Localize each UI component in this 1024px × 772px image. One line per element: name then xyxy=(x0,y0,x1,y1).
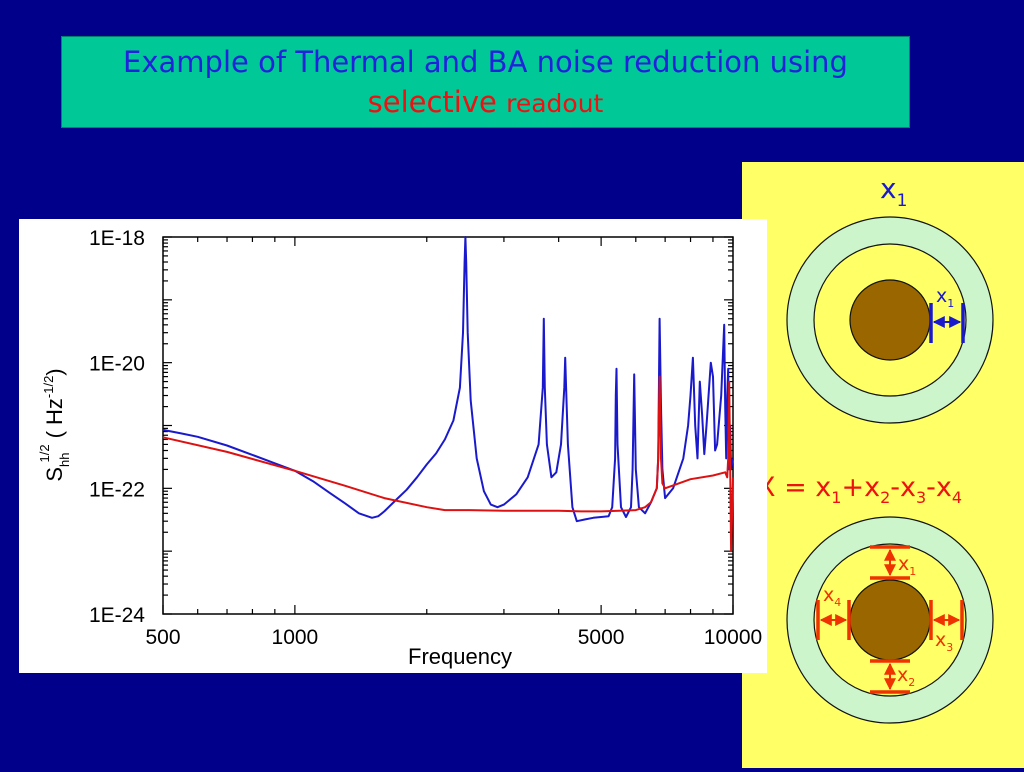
x-axis-label: Frequency xyxy=(408,644,512,669)
top-inner-label-x1: x1 xyxy=(936,285,954,310)
formula-text: X = x1+x2-x3-x4 xyxy=(757,472,962,507)
bottom-mass xyxy=(849,579,931,661)
y-tick-label: 1E-18 xyxy=(89,227,145,250)
noise-spectrum-chart: 500 1000 5000 10000 1E-18 1E-20 1E-22 1E-24 Fre… xyxy=(37,227,762,669)
ticks-layer xyxy=(162,236,734,615)
readout-diagram: x1 x1 X = x1+x2-x3-x4 xyxy=(757,172,994,724)
top-label-x1: x1 xyxy=(880,172,907,211)
label-x3: x3 xyxy=(935,629,953,654)
tick-labels: 500 1000 5000 10000 1E-18 1E-20 1E-22 1E-24 xyxy=(89,227,762,649)
chart-panel: 500 1000 5000 10000 1E-18 1E-20 1E-22 1E-24 Fre… xyxy=(19,219,767,673)
series-red-line xyxy=(162,375,734,553)
x-tick-label: 1000 xyxy=(272,626,319,649)
slide-title-line1: Example of Thermal and BA noise reductio… xyxy=(123,45,848,79)
y-axis-label: Shh1/2( Hz-1/2) xyxy=(37,368,72,481)
top-detector: x1 xyxy=(786,216,994,424)
x-tick-label: 10000 xyxy=(704,626,762,649)
bottom-detector: x1 x2 x3 x4 xyxy=(786,516,994,724)
top-mass xyxy=(849,279,931,361)
plot-frame xyxy=(162,236,734,615)
title-selective-word: selective xyxy=(367,85,497,119)
label-x2: x2 xyxy=(897,664,915,689)
y-tick-label: 1E-22 xyxy=(89,478,145,501)
title-readout-word: readout xyxy=(506,89,604,118)
series-layer xyxy=(162,236,734,553)
title-box: Example of Thermal and BA noise reductio… xyxy=(61,36,910,128)
label-x4: x4 xyxy=(823,584,841,609)
y-tick-label: 1E-20 xyxy=(89,353,145,376)
x-tick-label: 5000 xyxy=(578,626,625,649)
right-panel: x1 x1 X = x1+x2-x3-x4 xyxy=(742,162,1024,768)
y-tick-label: 1E-24 xyxy=(89,604,145,627)
slide-title-line2: selective readout xyxy=(62,82,909,124)
label-x1: x1 xyxy=(898,553,916,578)
series-blue-line xyxy=(162,236,734,523)
x-tick-label: 500 xyxy=(145,626,180,649)
